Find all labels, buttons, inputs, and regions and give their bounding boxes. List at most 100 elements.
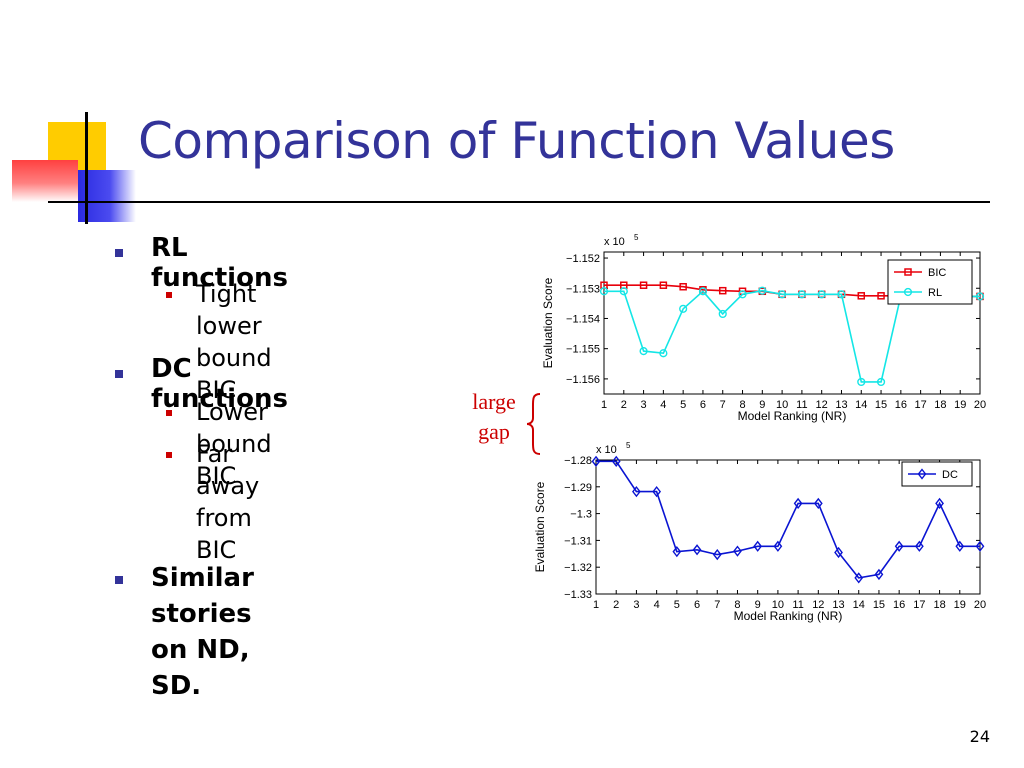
bullet-line: on ND, SD. [151, 635, 250, 701]
data-point-rl [758, 286, 767, 295]
data-point-rl [619, 287, 628, 296]
bullet-marker [115, 249, 123, 257]
bullet-dc-functions: DC functions [151, 354, 288, 414]
data-point-rl [797, 290, 806, 299]
data-point-rl [679, 304, 688, 313]
x-tick-label: 7 [714, 599, 720, 611]
x-tick-label: 11 [792, 599, 803, 611]
data-point-dc [854, 572, 864, 584]
x-tick-label: 19 [954, 399, 966, 411]
axis-multiplier: x 10 [604, 236, 625, 248]
x-tick-label: 5 [674, 599, 680, 611]
y-tick-label: −1.33 [564, 589, 592, 601]
data-point-rl [778, 290, 787, 299]
y-axis-label: Evaluation Score [533, 481, 547, 572]
x-tick-label: 10 [776, 399, 788, 411]
data-point-bic [877, 292, 885, 300]
gap-label-line: gap [478, 419, 510, 444]
sub-bullet-marker [166, 410, 172, 416]
sub-bullet-marker [166, 452, 172, 458]
y-tick-label: −1.3 [570, 509, 592, 521]
x-tick-label: 6 [694, 599, 700, 611]
x-tick-label: 17 [913, 599, 925, 611]
data-point-dc [914, 540, 924, 552]
data-point-dc [955, 540, 965, 552]
data-point-dc [975, 540, 985, 552]
data-point-rl [817, 290, 826, 299]
data-point-dc [894, 540, 904, 552]
x-tick-label: 1 [601, 399, 607, 411]
data-point-dc [733, 545, 742, 557]
legend-box [901, 461, 973, 487]
bullet-rl-functions: RL functions [151, 233, 288, 293]
y-tick-label: −1.32 [564, 562, 592, 574]
x-tick-label: 18 [933, 599, 945, 611]
x-tick-label: 11 [796, 399, 807, 411]
slide-title: Comparison of Function Values [138, 112, 895, 170]
sub-bullet-marker [166, 292, 172, 298]
data-point-rl [876, 377, 886, 387]
bullet-similar-stories: Similar stories on ND, SD. [151, 560, 254, 704]
data-point-dc [632, 485, 641, 498]
y-tick-label: −1.155 [566, 344, 600, 356]
x-tick-label: 14 [855, 399, 867, 411]
legend-label-dc: DC [942, 469, 958, 481]
data-point-dc [672, 546, 682, 558]
data-point-bic [857, 292, 866, 300]
x-axis-label: Model Ranking (NR) [734, 609, 843, 623]
x-tick-label: 20 [974, 599, 986, 611]
data-point-bic [639, 281, 648, 289]
axis-multiplier-exponent: 5 [634, 233, 639, 242]
y-tick-label: −1.28 [564, 455, 592, 467]
legend-box [887, 259, 973, 305]
brace-icon [526, 393, 541, 455]
sub-bullet-line: bound BIC [196, 344, 272, 404]
data-point-dc [692, 544, 702, 556]
data-point-dc [611, 455, 621, 467]
legend-marker [917, 468, 927, 480]
y-tick-label: −1.156 [566, 374, 600, 386]
legend-label-rl: RL [928, 287, 942, 299]
data-point-rl [659, 349, 668, 358]
x-tick-label: 4 [654, 599, 660, 611]
x-tick-label: 20 [974, 399, 986, 411]
data-point-dc [813, 497, 823, 510]
data-point-rl [698, 287, 708, 296]
x-tick-label: 10 [772, 599, 784, 611]
data-point-dc [652, 485, 662, 498]
x-tick-label: 1 [593, 599, 599, 611]
x-tick-label: 2 [621, 399, 627, 411]
x-tick-label: 15 [875, 399, 887, 411]
data-point-dc [935, 497, 944, 510]
x-tick-label: 12 [812, 599, 824, 611]
sub-bullet-lower-bound: Lower bound BIC [196, 398, 272, 490]
sub-bullet-far-away: Far away from BIC [196, 438, 259, 566]
x-tick-label: 3 [641, 399, 647, 411]
red-block [12, 160, 78, 202]
data-point-dc [793, 497, 803, 510]
x-tick-label: 17 [915, 399, 927, 411]
data-point-bic [659, 281, 668, 289]
sub-bullet-line: Tight lower [196, 280, 262, 340]
horizontal-rule-short [48, 201, 120, 203]
x-tick-label: 16 [893, 599, 905, 611]
gap-label-line: large [472, 389, 516, 414]
x-tick-label: 19 [954, 599, 966, 611]
x-tick-label: 12 [816, 399, 828, 411]
legend-label-bic: BIC [928, 267, 946, 279]
bullet-marker [115, 370, 123, 378]
y-tick-label: −1.153 [566, 283, 600, 295]
data-point-dc [753, 540, 763, 552]
data-point-rl [857, 377, 866, 387]
sub-bullet-tight-lower: Tight lower bound BIC [196, 278, 272, 406]
data-point-dc [874, 568, 884, 581]
data-point-rl [639, 346, 648, 356]
axis-multiplier-exponent: 5 [626, 441, 631, 450]
x-tick-label: 18 [934, 399, 946, 411]
x-tick-label: 4 [660, 399, 666, 411]
data-point-rl [837, 290, 846, 299]
sub-bullet-line: Far away from [196, 440, 260, 532]
y-tick-label: −1.152 [566, 253, 600, 265]
x-tick-label: 7 [720, 399, 726, 411]
y-tick-label: −1.154 [566, 313, 600, 325]
